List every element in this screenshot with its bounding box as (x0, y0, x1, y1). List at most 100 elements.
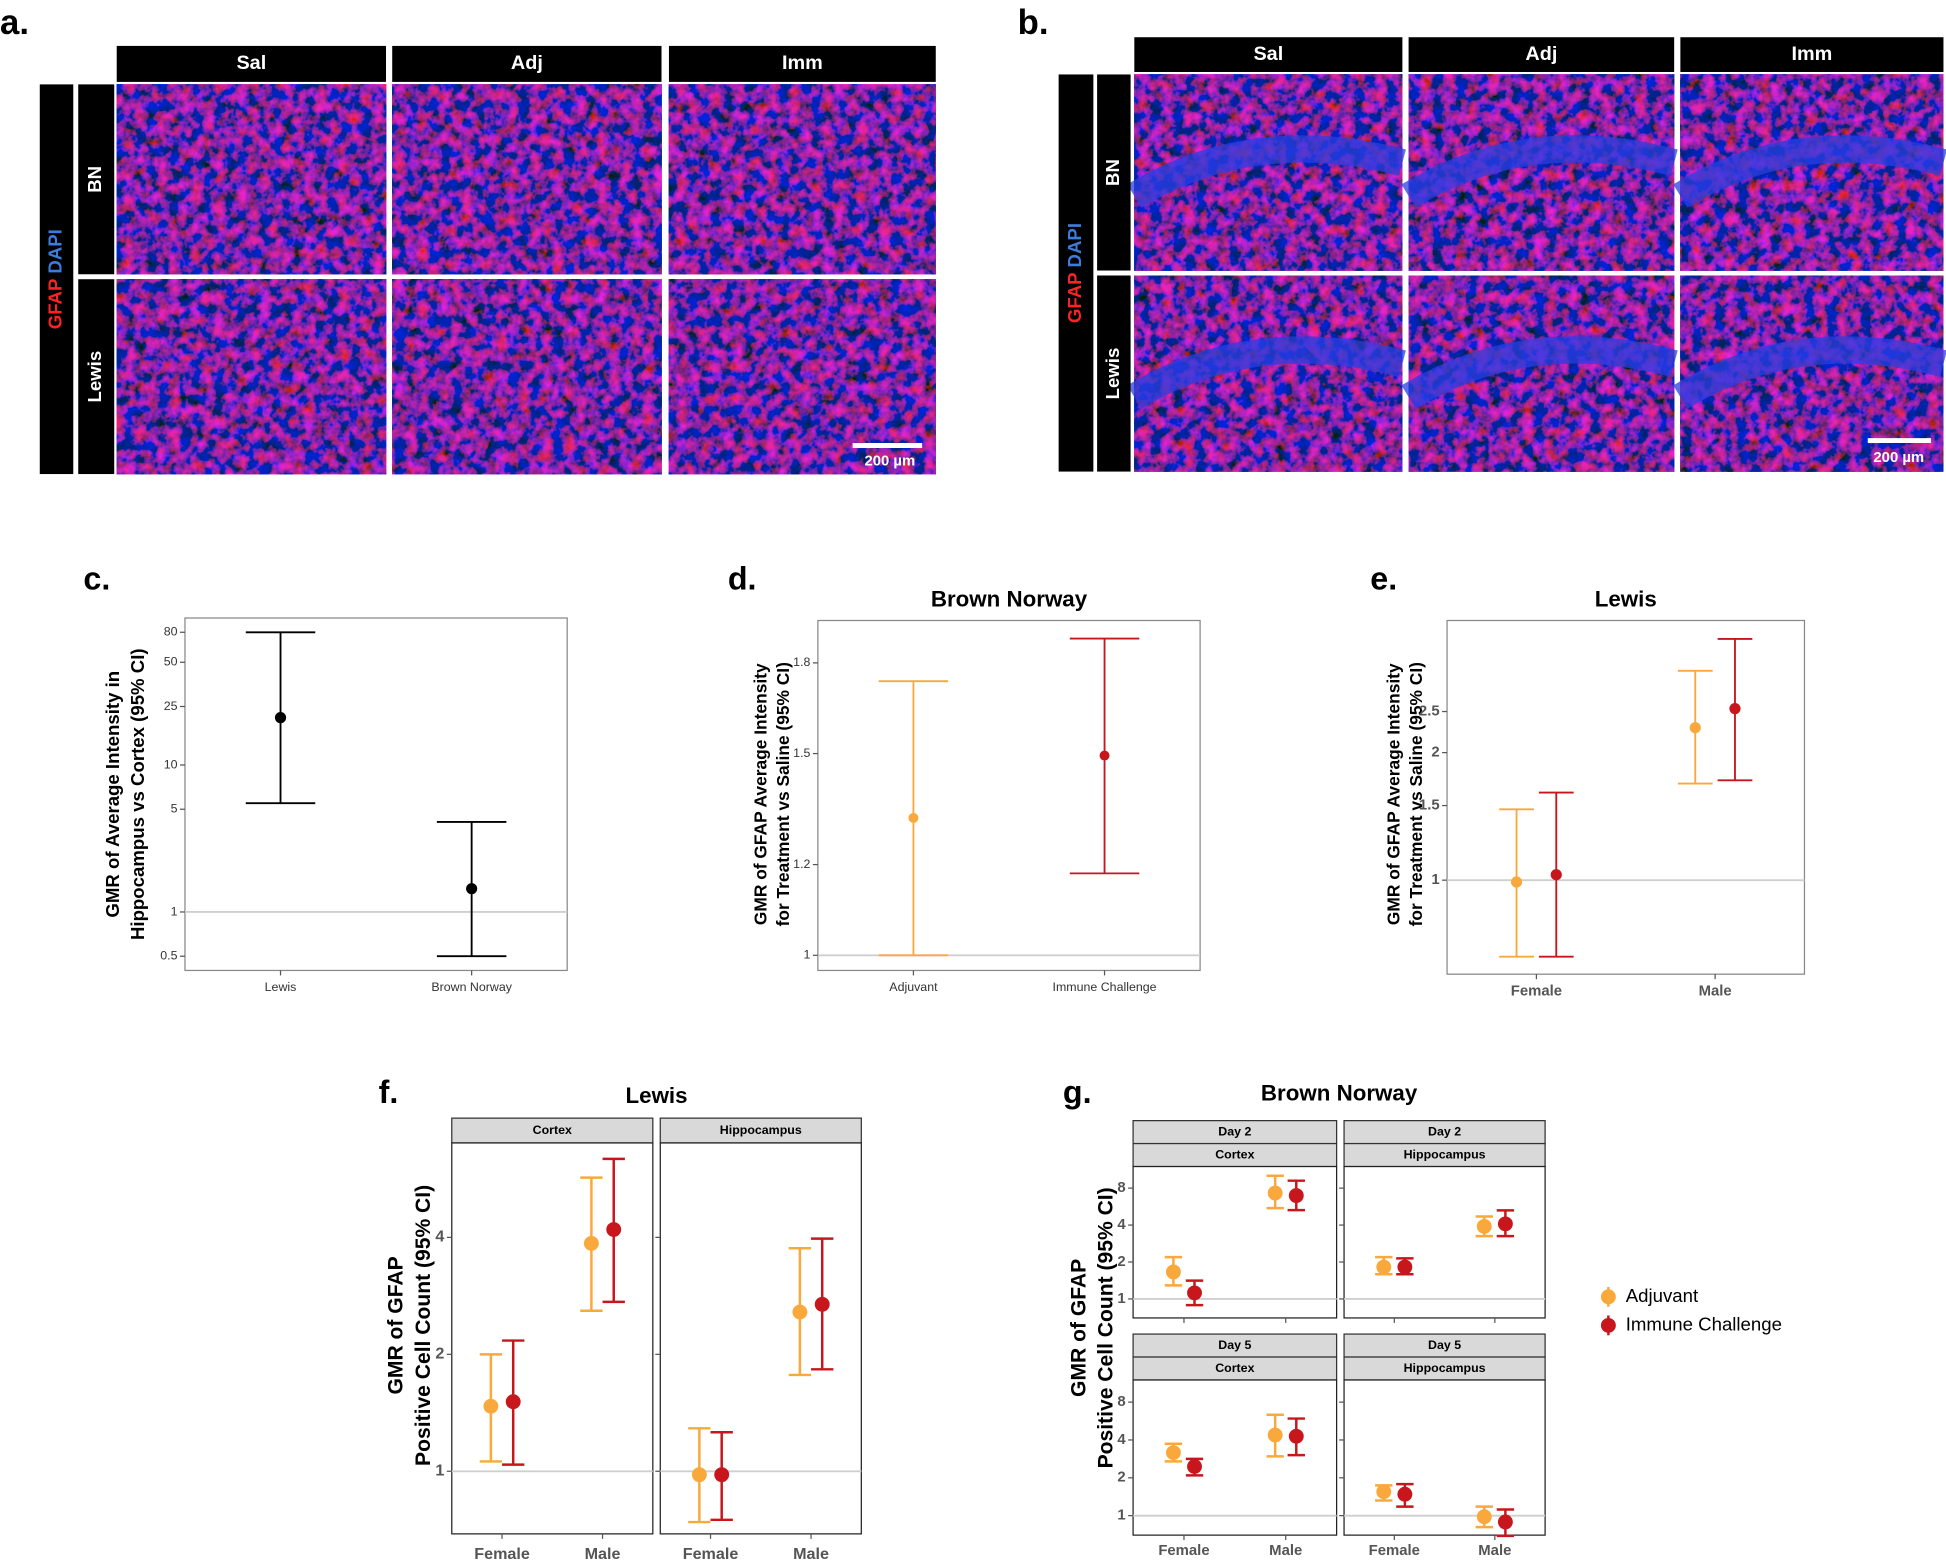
x-tick-label: Female (474, 1545, 530, 1563)
point (606, 1222, 622, 1237)
column-header-text: Imm (782, 52, 823, 74)
cell-layer (1401, 336, 1678, 409)
point (908, 812, 919, 823)
panel-label: c. (83, 560, 110, 596)
micrograph (392, 279, 662, 475)
y-tick-label: 50 (164, 655, 178, 669)
chart-title: Brown Norway (1261, 1080, 1418, 1105)
point (1288, 1428, 1304, 1444)
plot-panel (817, 619, 1201, 972)
panel-label: b. (1018, 4, 1049, 42)
stain-label: GFAP DAPI (44, 229, 65, 329)
facet-strip-text: Cortex (1215, 1147, 1254, 1161)
column-header-text: Sal (1253, 43, 1283, 65)
cell-layer (1127, 135, 1406, 208)
legend-label: Immune Challenge (1626, 1313, 1782, 1334)
stain-header (1058, 74, 1094, 472)
micrograph (116, 279, 387, 475)
column-header (668, 45, 936, 82)
x-tick-label: Female (1369, 1543, 1420, 1559)
point (1267, 1185, 1283, 1201)
panel-label: e. (1370, 560, 1397, 596)
stain-name: DAPI (44, 229, 65, 273)
row-header (1097, 74, 1131, 271)
micrograph (392, 84, 662, 275)
point (1376, 1484, 1392, 1500)
point (1497, 1514, 1513, 1530)
cell-layer (1401, 135, 1678, 208)
cell-layer (1673, 135, 1946, 208)
x-tick-label: Female (1158, 1543, 1209, 1559)
x-tick-label: Female (683, 1545, 739, 1563)
micrograph (116, 84, 387, 275)
column-header (1408, 37, 1675, 72)
plot-panel (1132, 1165, 1338, 1319)
y-tick-label: 2 (435, 1345, 444, 1363)
y-tick-label: 2 (1431, 745, 1439, 761)
point (1397, 1259, 1413, 1275)
plot-panel (659, 1142, 862, 1535)
column-header (392, 45, 662, 82)
y-axis-label: Hippocampus vs Cortex (95% CI) (127, 648, 148, 940)
y-tick-label: 80 (164, 625, 178, 639)
plot-panel (451, 1142, 654, 1535)
point (1510, 876, 1523, 888)
plot-panel (1343, 1165, 1546, 1319)
x-tick-label: Male (1478, 1543, 1511, 1559)
point (1288, 1188, 1304, 1204)
x-tick-label: Male (793, 1545, 829, 1563)
y-tick-label: 25 (164, 699, 178, 713)
chart-title: Lewis (626, 1083, 688, 1108)
micrograph (668, 279, 936, 475)
y-tick-label: 2 (1117, 1470, 1125, 1486)
facet-strip-text: Cortex (533, 1123, 572, 1137)
facet-strip-text: Hippocampus (720, 1123, 802, 1137)
x-tick-label: Adjuvant (889, 980, 938, 994)
y-tick-label: 1 (1117, 1291, 1125, 1307)
row-header-text: BN (1102, 159, 1123, 186)
column-header-text: Imm (1792, 43, 1833, 65)
y-tick-label: 5 (171, 802, 178, 816)
y-tick-label: 1 (435, 1462, 444, 1480)
x-tick-label: Brown Norway (431, 980, 512, 994)
row-header (78, 84, 115, 275)
column-header-text: Sal (236, 52, 266, 74)
panel-label: d. (728, 560, 757, 596)
y-tick-label: 1 (1117, 1508, 1125, 1524)
point (1729, 703, 1741, 715)
scale-bar-text: 200 µm (1873, 450, 1924, 466)
y-axis-label: GMR of Average Intensity in (102, 671, 123, 918)
stain-name: DAPI (1064, 223, 1085, 267)
stain-header (39, 84, 74, 475)
scale-bar-text: 200 µm (864, 454, 915, 470)
y-tick-label: 2.5 (1419, 703, 1440, 719)
point (483, 1398, 499, 1414)
row-header-text: Lewis (84, 351, 105, 403)
chart-title: Lewis (1595, 587, 1657, 612)
y-tick-label: 4 (1117, 1432, 1126, 1448)
y-tick-label: 1.5 (793, 746, 810, 760)
y-tick-label: 4 (1117, 1217, 1126, 1233)
legend-label: Adjuvant (1626, 1285, 1699, 1306)
column-header (116, 45, 387, 82)
y-axis-label: GMR of GFAP Average Intensity (751, 663, 771, 925)
y-tick-label: 10 (164, 757, 178, 771)
y-tick-label: 1.5 (1419, 797, 1440, 813)
row-header-text: Lewis (1102, 348, 1123, 400)
stain-name: GFAP (44, 279, 65, 330)
y-axis-label: for Treatment vs Saline (95% CI) (1406, 662, 1426, 926)
plot-panel (1446, 619, 1806, 975)
point (505, 1394, 521, 1410)
point (1165, 1445, 1181, 1461)
point (1476, 1509, 1492, 1525)
y-tick-label: 1.2 (793, 857, 810, 871)
column-header (1680, 37, 1944, 72)
y-tick-label: 1 (171, 904, 178, 918)
facet-strip-text: Day 2 (1218, 1124, 1251, 1138)
legend-key (1600, 1317, 1616, 1333)
point (583, 1235, 599, 1251)
chart-title: Brown Norway (931, 587, 1088, 612)
point (1497, 1216, 1513, 1232)
stain-name: GFAP (1064, 272, 1085, 323)
